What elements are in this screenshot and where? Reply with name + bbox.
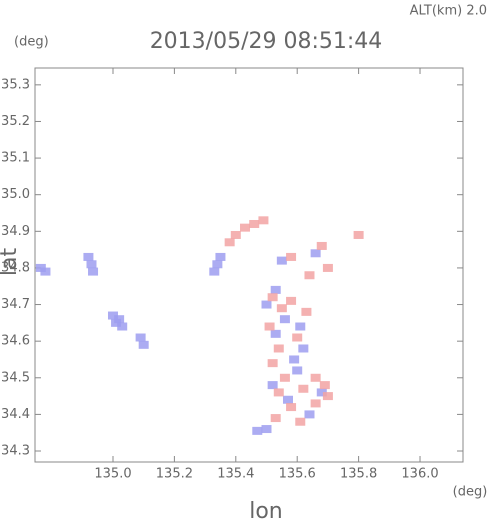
echo-point bbox=[111, 318, 122, 327]
y-tick-label: 35.3 bbox=[1, 77, 30, 92]
echo-point bbox=[282, 395, 293, 404]
echo-point bbox=[267, 381, 278, 390]
echo-point bbox=[107, 311, 118, 320]
x-tick-label: 135.0 bbox=[94, 467, 131, 482]
echo-point bbox=[304, 271, 315, 280]
echo-point bbox=[322, 263, 333, 272]
echo-point bbox=[117, 322, 128, 331]
y-tick-label: 34.9 bbox=[1, 224, 30, 239]
echo-point bbox=[249, 219, 260, 228]
y-axis-label: lat bbox=[0, 248, 22, 277]
x-tick-label: 135.2 bbox=[156, 467, 193, 482]
y-tick-label: 35.2 bbox=[1, 114, 30, 129]
echo-point bbox=[83, 252, 94, 261]
echo-point bbox=[270, 285, 281, 294]
echo-point bbox=[267, 293, 278, 302]
echo-point bbox=[276, 256, 287, 265]
x-tick-label: 135.4 bbox=[217, 467, 254, 482]
x-tick-label: 135.8 bbox=[340, 467, 377, 482]
echo-point bbox=[316, 388, 327, 397]
y-tick-label: 34.7 bbox=[1, 297, 30, 312]
altitude-label: ALT(km) 2.0 bbox=[410, 4, 487, 19]
y-tick-label: 34.3 bbox=[1, 444, 30, 459]
echo-point bbox=[273, 388, 284, 397]
echo-point bbox=[310, 373, 321, 382]
echo-point bbox=[267, 359, 278, 368]
echo-point bbox=[353, 230, 364, 239]
echo-point bbox=[289, 355, 300, 364]
echo-point bbox=[138, 340, 149, 349]
echo-point bbox=[135, 333, 146, 342]
echo-point bbox=[230, 230, 241, 239]
echo-point bbox=[279, 315, 290, 324]
echo-point bbox=[286, 403, 297, 412]
chart-title: 2013/05/29 08:51:44 bbox=[150, 29, 383, 54]
echo-point bbox=[270, 414, 281, 423]
echo-point bbox=[264, 322, 275, 331]
y-tick-label: 34.6 bbox=[1, 334, 30, 349]
echo-point bbox=[301, 307, 312, 316]
y-tick-label: 35.0 bbox=[1, 187, 30, 202]
echo-point bbox=[292, 333, 303, 342]
echo-point bbox=[258, 216, 269, 225]
echo-point bbox=[270, 329, 281, 338]
x-unit: (deg) bbox=[453, 485, 488, 500]
echo-point bbox=[295, 322, 306, 331]
echo-point bbox=[276, 304, 287, 313]
echo-point bbox=[252, 426, 263, 435]
echo-point bbox=[261, 300, 272, 309]
echo-point bbox=[261, 425, 272, 434]
echo-point bbox=[298, 344, 309, 353]
y-tick-label: 35.1 bbox=[1, 151, 30, 166]
echo-point bbox=[88, 267, 99, 276]
echo-point bbox=[295, 417, 306, 426]
echo-point bbox=[86, 260, 97, 269]
echo-point bbox=[212, 260, 223, 269]
echo-point bbox=[209, 267, 220, 276]
plot-frame bbox=[34, 67, 464, 463]
echo-point bbox=[310, 249, 321, 258]
echo-point bbox=[310, 399, 321, 408]
echo-point bbox=[304, 410, 315, 419]
y-unit: (deg) bbox=[14, 35, 49, 50]
y-tick-label: 34.8 bbox=[1, 260, 30, 275]
echo-point bbox=[224, 238, 235, 247]
y-tick-label: 34.4 bbox=[1, 407, 30, 422]
x-axis-label: lon bbox=[249, 499, 283, 521]
x-tick-label: 135.6 bbox=[279, 467, 316, 482]
echo-point bbox=[40, 267, 51, 276]
x-tick-label: 136.0 bbox=[401, 467, 438, 482]
echo-point bbox=[319, 381, 330, 390]
echo-point bbox=[292, 366, 303, 375]
echo-point bbox=[279, 373, 290, 382]
echo-point bbox=[316, 241, 327, 250]
echo-point bbox=[273, 344, 284, 353]
echo-point bbox=[286, 252, 297, 261]
echo-point bbox=[298, 384, 309, 393]
y-tick-label: 34.5 bbox=[1, 370, 30, 385]
echo-point bbox=[322, 392, 333, 401]
echo-point bbox=[215, 252, 226, 261]
echo-point bbox=[240, 223, 251, 232]
echo-point bbox=[286, 296, 297, 305]
